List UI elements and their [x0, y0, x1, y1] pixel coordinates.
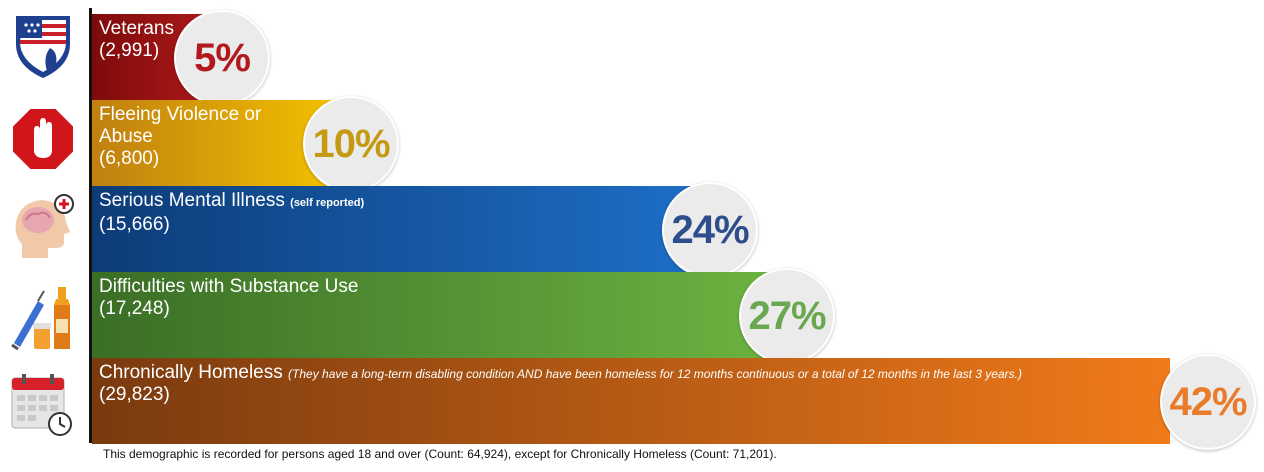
- bar-serious-mental-illness: Serious Mental Illness (self reported) (…: [92, 186, 708, 272]
- calendar-clock-icon: [8, 370, 78, 440]
- value-label: 10%: [303, 96, 399, 192]
- count-label: (6,800): [99, 148, 269, 170]
- category-note: (self reported): [290, 197, 364, 209]
- bar-substance-use: Difficulties with Substance Use (17,248)…: [92, 272, 785, 358]
- bar-label: Difficulties with Substance Use (17,248): [99, 276, 705, 320]
- count-label: (15,666): [99, 214, 628, 236]
- count-label: (29,823): [99, 384, 1070, 406]
- stop-hand-icon: [8, 104, 78, 174]
- bar-chronically-homeless: Chronically Homeless (They have a long-t…: [92, 358, 1170, 444]
- value-label: 5%: [174, 10, 270, 106]
- brain-head-icon: [8, 192, 78, 262]
- footnote: This demographic is recorded for persons…: [103, 447, 777, 461]
- value-label: 27%: [739, 268, 835, 364]
- category-label: Veterans: [99, 18, 174, 39]
- value-label: 24%: [662, 182, 758, 278]
- category-note: (They have a long-term disabling conditi…: [288, 367, 1022, 381]
- bar-veterans: Veterans (2,991) 5%: [92, 14, 220, 100]
- category-label: Chronically Homeless: [99, 362, 283, 383]
- bar-label: Serious Mental Illness (self reported) (…: [99, 190, 628, 236]
- syringe-bottle-icon: [8, 283, 78, 353]
- count-label: (2,991): [99, 40, 140, 62]
- category-label: Difficulties with Substance Use: [99, 276, 358, 297]
- category-label: Serious Mental Illness: [99, 190, 285, 211]
- bar-label: Veterans (2,991): [99, 18, 140, 62]
- bar-label: Chronically Homeless (They have a long-t…: [99, 362, 1070, 406]
- category-label: Fleeing Violence or Abuse: [99, 104, 261, 147]
- value-label: 42%: [1160, 354, 1256, 450]
- veteran-shield-icon: [8, 12, 78, 82]
- bar-label: Fleeing Violence or Abuse (6,800): [99, 104, 269, 170]
- count-label: (17,248): [99, 298, 705, 320]
- bar-fleeing-violence: Fleeing Violence or Abuse (6,800) 10%: [92, 100, 349, 186]
